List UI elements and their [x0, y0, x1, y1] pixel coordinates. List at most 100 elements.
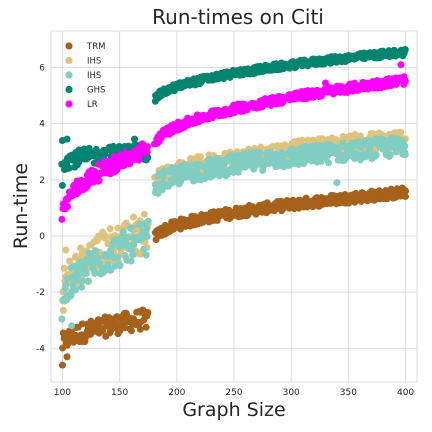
chart-title: Run-times on Citi: [152, 5, 324, 29]
data-point: [64, 202, 72, 210]
data-point-outlier: [214, 107, 222, 115]
data-point: [120, 161, 128, 169]
y-tick-label: 6: [39, 64, 45, 74]
data-point: [86, 250, 94, 258]
data-point: [65, 164, 73, 172]
data-point: [65, 257, 73, 265]
data-point: [126, 160, 134, 168]
series-ihs-2: [58, 134, 409, 323]
legend-label: GHS: [87, 86, 105, 96]
data-point-outlier: [68, 322, 76, 330]
data-point: [66, 292, 74, 300]
data-point: [298, 136, 306, 144]
data-point: [135, 152, 143, 160]
data-point: [144, 309, 152, 317]
data-point: [144, 143, 152, 151]
data-point: [256, 148, 264, 156]
data-point: [401, 193, 409, 201]
data-point: [372, 151, 380, 159]
data-point: [143, 224, 151, 232]
x-tick-label: 250: [225, 388, 242, 398]
data-point: [130, 241, 138, 249]
x-tick-label: 400: [397, 388, 414, 398]
data-point-outlier: [58, 361, 66, 369]
data-point-outlier: [168, 128, 176, 136]
data-point: [402, 187, 410, 195]
data-point: [177, 178, 185, 186]
data-point: [143, 233, 151, 241]
data-point-outlier: [63, 135, 71, 143]
legend-marker: [65, 85, 73, 94]
y-axis-ticks: -4 -2 0 2 4 6: [36, 64, 45, 355]
y-tick-label: -2: [36, 288, 45, 298]
data-point: [144, 217, 152, 225]
legend-marker: [65, 42, 73, 50]
data-point: [92, 247, 100, 255]
data-point: [197, 153, 205, 161]
data-point-outlier: [133, 226, 141, 234]
data-point: [401, 151, 409, 159]
legend-marker: [65, 100, 73, 108]
data-point: [401, 142, 409, 150]
legend-label: IHS: [87, 57, 101, 67]
x-tick-label: 100: [54, 388, 71, 398]
data-point: [78, 320, 86, 328]
data-point: [116, 262, 124, 270]
x-tick-label: 150: [111, 388, 128, 398]
data-point: [71, 286, 79, 294]
data-point: [84, 277, 92, 285]
data-point: [143, 148, 151, 156]
x-tick-label: 350: [340, 388, 357, 398]
data-point-outlier: [93, 235, 101, 243]
data-point: [59, 306, 67, 314]
data-point: [60, 264, 68, 272]
data-point: [130, 213, 138, 221]
data-point: [140, 245, 148, 253]
data-point: [324, 159, 332, 167]
y-axis-label: Run-time: [10, 163, 32, 249]
data-point-outlier: [58, 181, 66, 189]
data-point-outlier: [125, 144, 133, 152]
data-point: [58, 315, 66, 323]
data-point: [119, 228, 127, 236]
data-point: [186, 161, 194, 169]
data-point: [397, 128, 405, 136]
legend: TRM IHS IHS GHS LR: [65, 42, 105, 110]
data-point: [61, 284, 69, 292]
data-point: [99, 327, 107, 335]
data-point: [91, 269, 99, 277]
data-point: [75, 271, 83, 279]
data-point: [386, 151, 394, 159]
data-points: [58, 45, 410, 369]
y-tick-label: 4: [39, 120, 45, 130]
data-point: [114, 224, 122, 232]
data-point: [127, 327, 135, 335]
data-point: [194, 169, 202, 177]
x-axis-label: Graph Size: [182, 399, 285, 421]
data-point: [321, 146, 329, 154]
data-point: [127, 257, 135, 265]
data-point: [401, 77, 409, 85]
x-axis-ticks: 100 150 200 250 300 350 400: [54, 388, 415, 398]
data-point: [106, 225, 114, 233]
x-tick-label: 200: [168, 388, 185, 398]
legend-marker: [65, 56, 73, 65]
y-tick-label: 2: [39, 176, 45, 186]
data-point: [366, 146, 374, 154]
data-point: [78, 283, 86, 291]
legend-label: TRM: [86, 42, 105, 52]
data-point: [142, 323, 150, 331]
legend-marker: [65, 71, 73, 79]
data-point: [129, 251, 137, 259]
data-point: [140, 210, 148, 218]
y-tick-label: -4: [36, 344, 45, 354]
data-point-outlier: [397, 61, 405, 69]
data-point: [82, 269, 90, 277]
data-point: [401, 45, 409, 53]
legend-label: IHS: [87, 71, 101, 81]
data-point-outlier: [322, 79, 329, 87]
data-point: [142, 251, 150, 259]
data-point: [72, 276, 80, 284]
series-lr-4: [58, 73, 409, 223]
x-tick-label: 300: [283, 388, 300, 398]
